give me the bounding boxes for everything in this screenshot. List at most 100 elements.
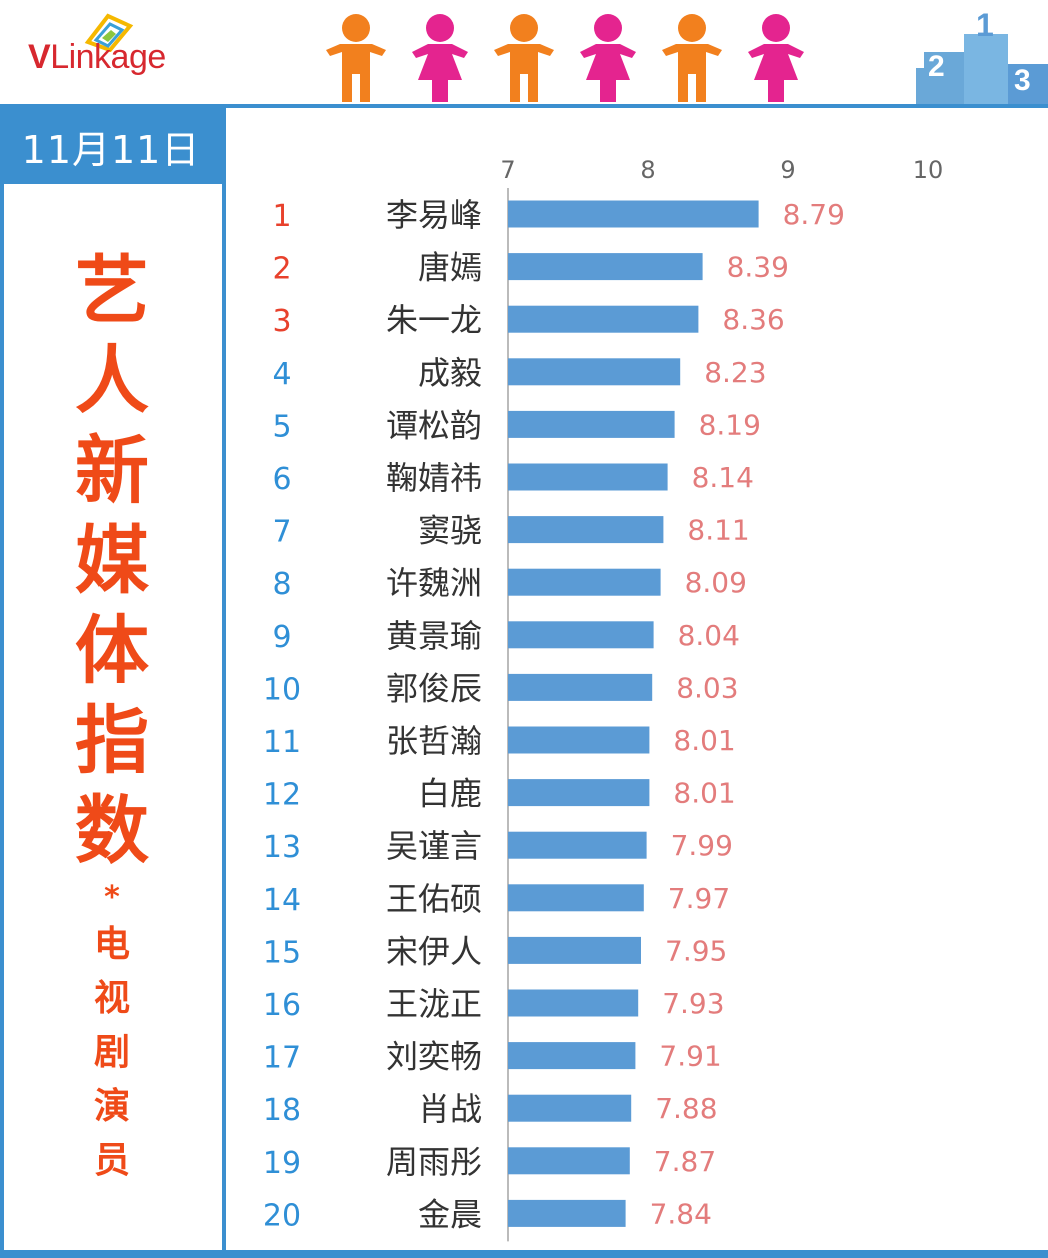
chart-row: 17 刘奕畅 7.91 bbox=[263, 1038, 722, 1076]
chart-row: 10 郭俊辰 8.03 bbox=[263, 669, 739, 707]
value-label: 7.91 bbox=[659, 1040, 721, 1073]
subtitle-char: 员 bbox=[93, 1140, 130, 1181]
category-label: 周雨彤 bbox=[386, 1143, 482, 1181]
value-label: 8.09 bbox=[685, 566, 747, 599]
rank-label: 11 bbox=[263, 725, 301, 760]
rank-label: 9 bbox=[272, 620, 291, 655]
rank-label: 6 bbox=[272, 462, 291, 497]
category-label: 许魏洲 bbox=[386, 564, 482, 602]
category-label: 郭俊辰 bbox=[386, 669, 482, 707]
rank-label: 19 bbox=[263, 1146, 301, 1181]
bar bbox=[508, 1042, 636, 1070]
title-char: 人 bbox=[75, 338, 149, 424]
title-char: 媒 bbox=[75, 518, 149, 604]
rank-label: 18 bbox=[263, 1093, 301, 1128]
category-label: 窦骁 bbox=[418, 512, 482, 550]
value-label: 7.87 bbox=[654, 1145, 716, 1178]
chart-row: 2 唐嫣 8.39 bbox=[272, 249, 788, 287]
left-panel-border bbox=[222, 108, 226, 1258]
vlinkage-logo: VLinkage bbox=[28, 13, 228, 94]
date-label: 11月11日 bbox=[21, 127, 201, 172]
title-char: 新 bbox=[75, 428, 149, 514]
vertical-title: 艺 人 新 媒 体 指 数 * 电 视 剧 演 员 bbox=[70, 246, 154, 1188]
bar bbox=[508, 1147, 630, 1175]
rank-label: 5 bbox=[272, 409, 291, 444]
rank-label: 3 bbox=[272, 304, 291, 339]
logo-emblem-icon bbox=[84, 13, 134, 52]
rank-label: 14 bbox=[263, 883, 301, 918]
category-label: 金晨 bbox=[418, 1195, 482, 1233]
value-label: 8.36 bbox=[722, 303, 784, 336]
rank-label: 20 bbox=[263, 1198, 301, 1233]
subtitle-char: 电 bbox=[93, 924, 130, 965]
value-label: 8.01 bbox=[673, 777, 735, 810]
category-label: 唐嫣 bbox=[418, 249, 482, 287]
left-edge-border bbox=[0, 184, 4, 1258]
bar bbox=[508, 200, 759, 228]
category-label: 吴谨言 bbox=[386, 827, 482, 865]
logo-letter-v: V bbox=[28, 38, 51, 76]
bottom-border bbox=[0, 1250, 1048, 1258]
rank-label: 16 bbox=[263, 988, 301, 1023]
subtitle-char: 演 bbox=[93, 1086, 130, 1127]
bar bbox=[508, 568, 661, 596]
value-label: 8.39 bbox=[727, 251, 789, 284]
rank-label: 12 bbox=[263, 778, 301, 813]
value-label: 7.97 bbox=[668, 882, 730, 915]
chart-row: 1 李易峰 8.79 bbox=[272, 196, 844, 234]
title-char: 体 bbox=[75, 608, 149, 694]
chart-row: 4 成毅 8.23 bbox=[272, 354, 766, 392]
x-tick-label: 9 bbox=[780, 156, 795, 184]
bar bbox=[508, 779, 650, 807]
x-tick-label: 7 bbox=[500, 156, 515, 184]
subtitle-char: 剧 bbox=[93, 1032, 130, 1073]
person-female-icon bbox=[412, 14, 468, 102]
category-label: 张哲瀚 bbox=[386, 722, 482, 760]
svg-text:2: 2 bbox=[928, 50, 945, 83]
rank-label: 2 bbox=[272, 252, 291, 287]
date-box: 11月11日 bbox=[0, 108, 222, 184]
bar bbox=[508, 516, 664, 544]
chart-row: 15 宋伊人 7.95 bbox=[263, 932, 727, 970]
people-icons bbox=[326, 14, 804, 102]
chart-row: 19 周雨彤 7.87 bbox=[263, 1143, 716, 1181]
subtitle-char: 视 bbox=[93, 978, 130, 1019]
chart-row: 20 金晨 7.84 bbox=[263, 1195, 712, 1233]
bar bbox=[508, 726, 650, 754]
title-asterisk: * bbox=[104, 880, 120, 915]
rank-label: 8 bbox=[272, 567, 291, 602]
value-label: 7.88 bbox=[655, 1092, 717, 1125]
bar bbox=[508, 989, 639, 1017]
category-label: 黄景瑜 bbox=[386, 617, 482, 655]
category-label: 谭松韵 bbox=[386, 406, 482, 444]
chart-row: 16 王泷正 7.93 bbox=[263, 985, 725, 1023]
value-label: 8.01 bbox=[673, 724, 735, 757]
bar bbox=[508, 305, 699, 333]
rank-label: 7 bbox=[272, 515, 291, 550]
bar bbox=[508, 358, 681, 386]
bar-chart: 7 8 9 10 1 李易峰 8.79 2 唐嫣 8.39 3 朱一龙 8.36 4 成毅 8.23 5 谭松韵… bbox=[263, 156, 943, 1242]
category-label: 刘奕畅 bbox=[386, 1038, 482, 1076]
svg-text:1: 1 bbox=[976, 8, 994, 43]
rank-label: 1 bbox=[272, 199, 291, 234]
chart-row: 7 窦骁 8.11 bbox=[272, 512, 749, 550]
value-label: 8.79 bbox=[783, 198, 845, 231]
bar bbox=[508, 621, 654, 649]
category-label: 肖战 bbox=[418, 1090, 482, 1128]
bar bbox=[508, 410, 675, 438]
svg-text:3: 3 bbox=[1014, 64, 1031, 97]
podium-icon: 2 1 3 bbox=[916, 8, 1048, 108]
x-tick-label: 8 bbox=[640, 156, 655, 184]
person-female-icon bbox=[580, 14, 636, 102]
bar bbox=[508, 884, 644, 912]
bar bbox=[508, 1199, 626, 1227]
value-label: 8.23 bbox=[704, 356, 766, 389]
value-label: 8.04 bbox=[678, 619, 740, 652]
logo-letters-rest: Linkage bbox=[50, 38, 166, 76]
rank-label: 17 bbox=[263, 1041, 301, 1076]
person-male-icon bbox=[326, 14, 386, 102]
value-label: 7.93 bbox=[662, 987, 724, 1020]
chart-row: 9 黄景瑜 8.04 bbox=[272, 617, 739, 655]
rank-label: 4 bbox=[272, 357, 291, 392]
rank-label: 13 bbox=[263, 830, 301, 865]
